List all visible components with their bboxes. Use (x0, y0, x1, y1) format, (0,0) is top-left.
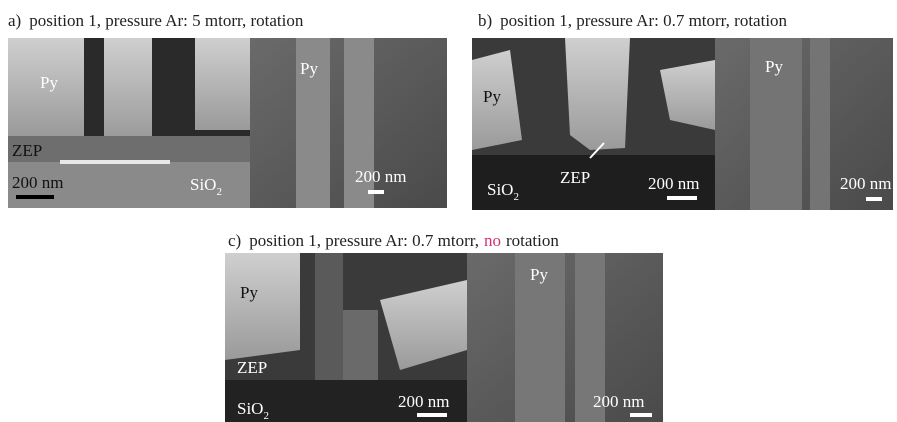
figure: a) position 1, pressure Ar: 5 mtorr, rota… (0, 0, 897, 422)
caption-text: position 1, pressure Ar: 5 mtorr, rotati… (29, 11, 304, 30)
sio2-sub: 2 (513, 191, 519, 203)
scale-bar (417, 413, 447, 417)
sio2-text: SiO (190, 175, 216, 194)
scale-label: 200 nm (398, 392, 449, 411)
panel-a: a) position 1, pressure Ar: 5 mtorr, rota… (8, 11, 447, 208)
sem-top-view: Py 200 nm (715, 38, 893, 210)
sio2-sub: 2 (263, 410, 269, 422)
label-py: Py (765, 57, 783, 76)
scale-bar (368, 190, 384, 194)
scale-label: 200 nm (12, 173, 63, 192)
label-zep: ZEP (560, 168, 590, 187)
panel-label: a) (8, 11, 21, 30)
label-py: Py (300, 59, 318, 78)
panel-label: b) (478, 11, 492, 30)
panel-b: b) position 1, pressure Ar: 0.7 mtorr, ro… (472, 11, 893, 210)
caption: a) position 1, pressure Ar: 5 mtorr, rota… (8, 11, 304, 30)
caption-highlight: no (484, 231, 501, 250)
caption-text: rotation (506, 231, 559, 250)
sem-cross-section: Py ZEP SiO2 200 nm (472, 38, 715, 210)
scale-label: 200 nm (593, 392, 644, 411)
caption-text: position 1, pressure Ar: 0.7 mtorr, (249, 231, 479, 250)
scale-bar (667, 196, 697, 200)
caption: b) position 1, pressure Ar: 0.7 mtorr, ro… (478, 11, 788, 30)
label-zep: ZEP (12, 141, 42, 160)
sio2-sub: 2 (216, 186, 222, 198)
label-py: Py (483, 87, 501, 106)
scale-label: 200 nm (648, 174, 699, 193)
scale-label: 200 nm (840, 174, 891, 193)
scale-bar (16, 195, 54, 199)
label-zep: ZEP (237, 358, 267, 377)
sio2-text: SiO (487, 180, 513, 199)
label-py: Py (530, 265, 548, 284)
sem-top-view: Py 200 nm (467, 253, 663, 422)
label-py: Py (240, 283, 258, 302)
scale-label: 200 nm (355, 167, 406, 186)
caption-text: position 1, pressure Ar: 0.7 mtorr, rota… (500, 11, 787, 30)
sem-cross-section: Py ZEP 200 nm SiO2 (8, 38, 250, 208)
panel-label: c) (228, 231, 241, 250)
sem-top-view: Py 200 nm (250, 38, 447, 208)
sio2-text: SiO (237, 399, 263, 418)
sem-cross-section: Py ZEP SiO2 200 nm (225, 253, 467, 422)
scale-bar (866, 197, 882, 201)
scale-bar (630, 413, 652, 417)
label-py: Py (40, 73, 58, 92)
